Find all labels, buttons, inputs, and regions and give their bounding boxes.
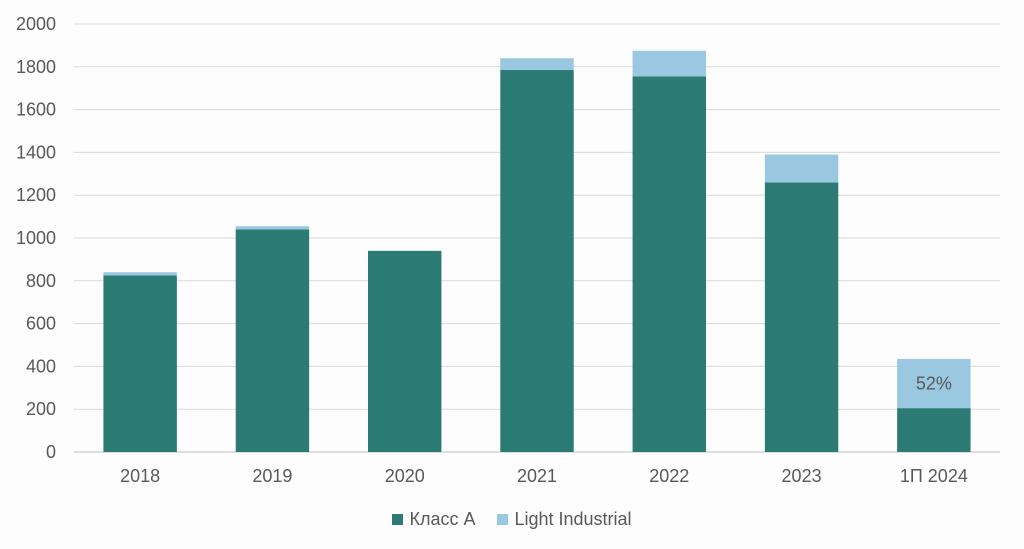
legend-label-series-2: Light Industrial (514, 508, 632, 529)
legend-swatch-series-1 (392, 513, 404, 525)
x-tick-label: 2021 (517, 466, 557, 486)
bar-series-2 (632, 50, 706, 77)
y-tick-label: 1400 (16, 142, 56, 162)
data-label: 52% (916, 374, 952, 394)
bar-series-1 (764, 182, 839, 453)
y-tick-label: 600 (26, 314, 56, 334)
bar-series-2 (103, 272, 177, 276)
y-tick-label: 400 (26, 356, 56, 376)
x-tick-label: 2018 (120, 466, 160, 486)
bar-series-2 (764, 154, 839, 183)
x-tick-label: 2019 (252, 466, 292, 486)
y-tick-label: 200 (26, 399, 56, 419)
y-tick-label: 1200 (16, 185, 56, 205)
legend-item-series-1: Класс A (392, 509, 475, 530)
bar-series-2 (897, 358, 971, 409)
legend-label-series-1: Класс A (409, 508, 476, 529)
y-tick-label: 0 (46, 442, 56, 462)
x-tick-label: 1П 2024 (900, 466, 968, 486)
bar-series-1 (632, 76, 706, 453)
bar-series-2 (500, 58, 574, 71)
y-tick-label: 1800 (16, 57, 56, 77)
chart-plot: 0 200 400 600 800 1000 1200 1400 1600 1800 2000 201… (16, 14, 1000, 486)
y-tick-label: 2000 (16, 14, 56, 34)
bar-series-1 (103, 275, 177, 452)
y-tick-label: 1000 (16, 228, 56, 248)
x-tick-label: 2022 (649, 466, 689, 486)
y-tick-label: 1600 (16, 100, 56, 120)
y-tick-label: 800 (26, 271, 56, 291)
chart-legend: Класс A Light Industrial (0, 506, 1024, 532)
x-tick-label: 2020 (385, 466, 425, 486)
bar-series-1 (368, 250, 442, 452)
bar-series-1 (235, 229, 310, 452)
bar-series-1 (500, 70, 574, 452)
legend-item-series-2: Light Industrial (497, 508, 632, 530)
bar-series-1 (897, 408, 971, 452)
legend-swatch-series-2 (497, 513, 509, 525)
bar-series-2 (235, 226, 310, 230)
x-tick-label: 2023 (782, 466, 822, 486)
